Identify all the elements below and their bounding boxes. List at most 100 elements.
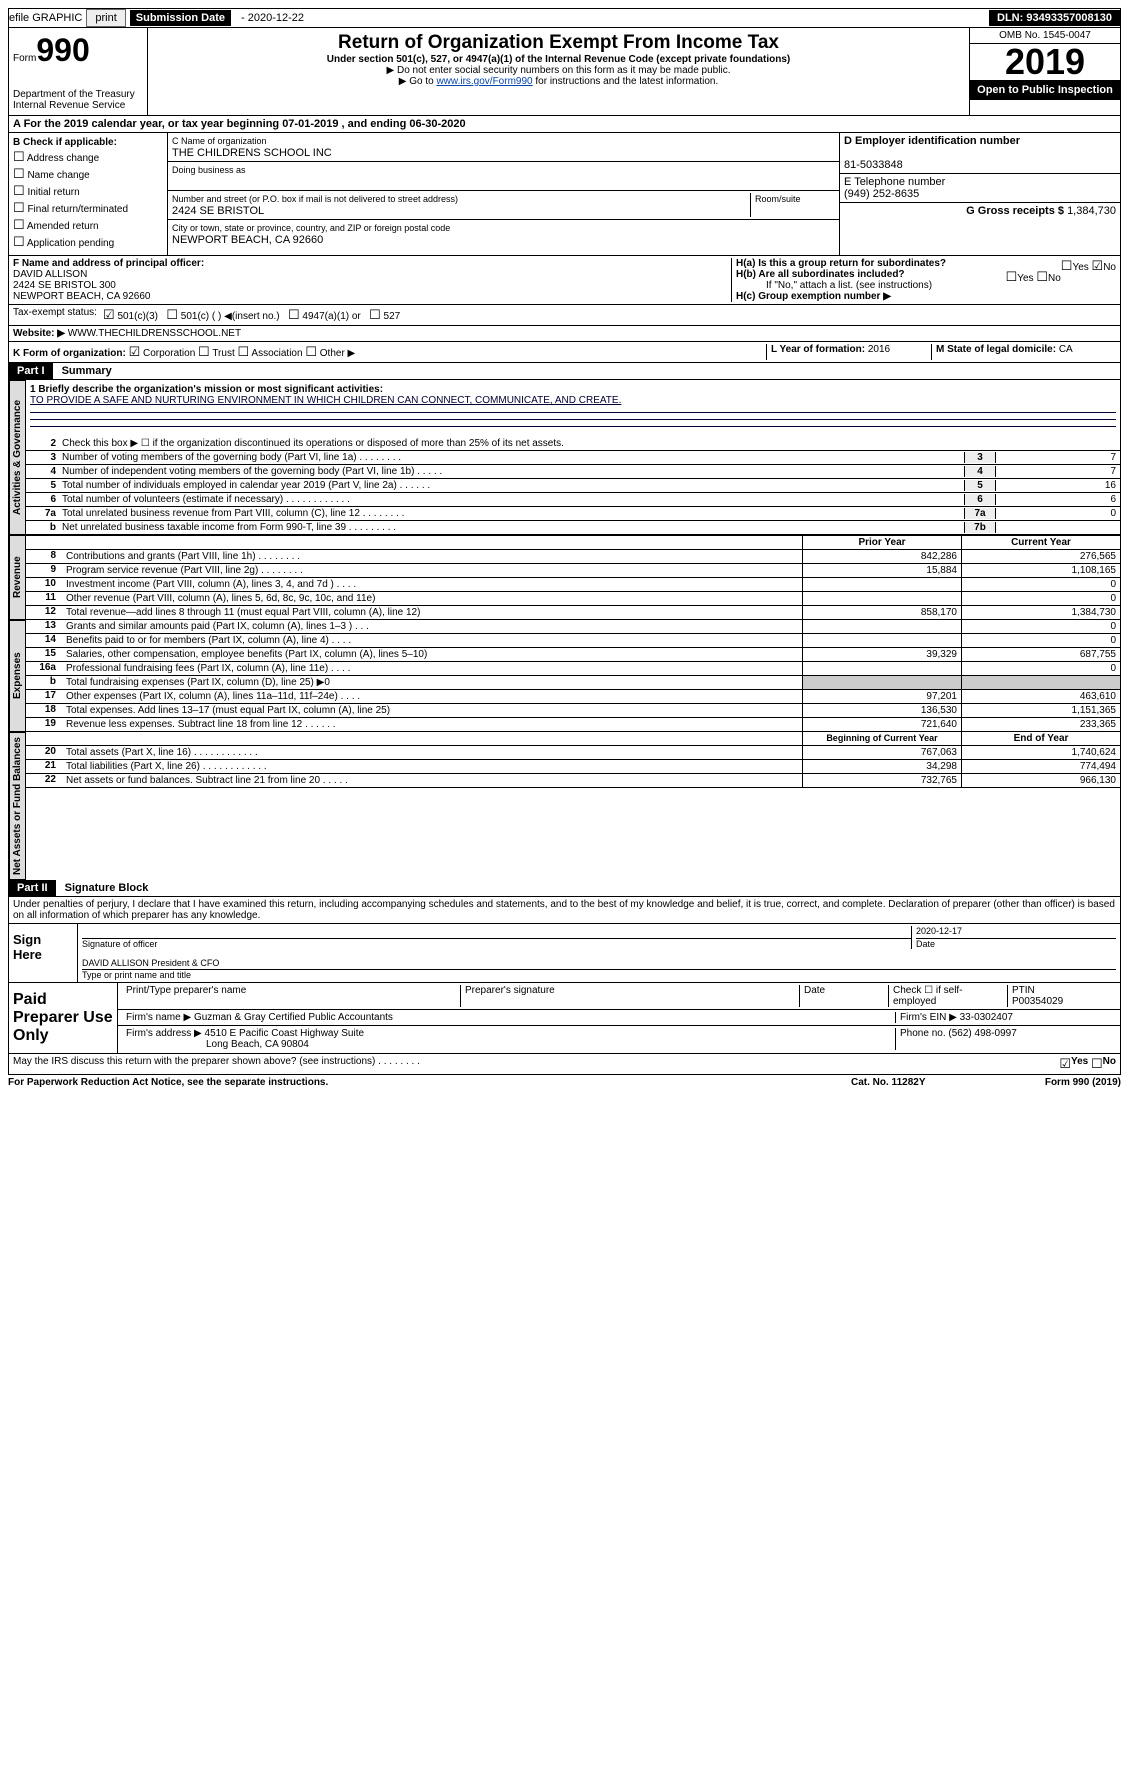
ha-no[interactable] [1092,262,1104,273]
form-header: Form990 Department of the Treasury Inter… [8,28,1121,116]
header-right: OMB No. 1545-0047 2019 Open to Public In… [970,28,1120,115]
tax-status-label: Tax-exempt status: [13,307,97,318]
summary-line: bNet unrelated business taxable income f… [26,521,1120,535]
curr-year-header: Current Year [961,536,1120,549]
amended-return-checkbox[interactable] [13,221,25,232]
vlabel-governance: Activities & Governance [9,380,26,535]
section-f-h: F Name and address of principal officer:… [8,256,1121,305]
ssn-note: ▶ Do not enter social security numbers o… [152,65,965,76]
ptin: P00354029 [1012,996,1063,1007]
end-year-header: End of Year [961,732,1120,745]
line-a: A For the 2019 calendar year, or tax yea… [8,116,1121,133]
phone: (949) 252-8635 [844,188,919,200]
addr-change-checkbox[interactable] [13,153,25,164]
box-d-right: D Employer identification number81-50338… [839,133,1120,255]
form-title: Return of Organization Exempt From Incom… [152,32,965,54]
initial-return-checkbox[interactable] [13,187,25,198]
state-domicile: CA [1059,344,1073,355]
efile-label: efile GRAPHIC [9,12,82,24]
table-row: 12Total revenue—add lines 8 through 11 (… [26,606,1120,620]
org-name: THE CHILDRENS SCHOOL INC [172,147,332,159]
dept-treasury: Department of the Treasury [13,89,143,100]
print-button[interactable]: print [86,9,125,27]
4947-checkbox[interactable] [288,311,300,322]
table-row: 14Benefits paid to or for members (Part … [26,634,1120,648]
discuss-no[interactable] [1091,1056,1103,1072]
firm-addr: 4510 E Pacific Coast Highway Suite [205,1028,365,1039]
table-row: 11Other revenue (Part VIII, column (A), … [26,592,1120,606]
beg-year-header: Beginning of Current Year [802,732,961,745]
form-990: 990 [36,32,89,68]
table-row: 22Net assets or fund balances. Subtract … [26,774,1120,788]
submission-date-label: Submission Date [130,10,231,26]
tax-year: 2019 [970,44,1120,80]
final-return-checkbox[interactable] [13,204,25,215]
part-i-header: Part I [9,363,53,379]
perjury-text: Under penalties of perjury, I declare th… [8,897,1121,923]
firm-name: Guzman & Gray Certified Public Accountan… [194,1012,393,1023]
mission-text: TO PROVIDE A SAFE AND NURTURING ENVIRONM… [30,395,621,406]
firm-phone: (562) 498-0997 [948,1028,1016,1039]
table-row: bTotal fundraising expenses (Part IX, co… [26,676,1120,690]
dln: DLN: 93493357008130 [989,10,1120,26]
app-pending-checkbox[interactable] [13,238,25,249]
summary-line: 6Total number of volunteers (estimate if… [26,493,1120,507]
form-footer: Form 990 (2019) [1001,1077,1121,1088]
org-city: NEWPORT BEACH, CA 92660 [172,234,323,246]
gross-receipts: 1,384,730 [1067,205,1116,217]
assoc-checkbox[interactable] [238,348,250,359]
goto-note: ▶ Go to www.irs.gov/Form990 for instruct… [152,76,965,87]
table-row: 13Grants and similar amounts paid (Part … [26,620,1120,634]
bottom-notice: For Paperwork Reduction Act Notice, see … [8,1075,1121,1090]
header-title-area: Return of Organization Exempt From Incom… [147,28,970,115]
527-checkbox[interactable] [369,311,381,322]
part-ii-title: Signature Block [59,880,155,896]
table-row: 19Revenue less expenses. Subtract line 1… [26,718,1120,732]
irs-link[interactable]: www.irs.gov/Form990 [436,76,532,87]
part-i-title: Summary [56,363,118,379]
summary-line: 7aTotal unrelated business revenue from … [26,507,1120,521]
part-ii-header: Part II [9,880,56,896]
vlabel-revenue: Revenue [9,535,26,620]
vlabel-expenses: Expenses [9,620,26,732]
corp-checkbox[interactable] [129,348,141,359]
sign-here-block: Sign Here Signature of officer 2020-12-1… [8,923,1121,983]
hb-no[interactable] [1036,273,1048,284]
vlabel-netassets: Net Assets or Fund Balances [9,732,26,880]
prior-year-header: Prior Year [802,536,961,549]
summary-line: 3Number of voting members of the governi… [26,451,1120,465]
trust-checkbox[interactable] [198,348,210,359]
paid-preparer-block: Paid Preparer Use Only Print/Type prepar… [8,983,1121,1054]
firm-ein: 33-0302407 [960,1012,1013,1023]
summary-line: 4Number of independent voting members of… [26,465,1120,479]
officer-name: DAVID ALLISON [13,269,87,280]
table-row: 17Other expenses (Part IX, column (A), l… [26,690,1120,704]
cat-no: Cat. No. 11282Y [851,1077,1001,1088]
hc-label: H(c) Group exemption number ▶ [736,291,891,302]
box-c: C Name of organizationTHE CHILDRENS SCHO… [168,133,839,255]
501c3-checkbox[interactable] [103,311,115,322]
sig-date: 2020-12-17 [916,926,962,936]
officer-sig-name: DAVID ALLISON President & CFO [82,958,219,968]
table-row: 16aProfessional fundraising fees (Part I… [26,662,1120,676]
open-public: Open to Public Inspection [970,80,1120,100]
submission-date: - 2020-12-22 [235,10,310,26]
discuss-yes[interactable] [1059,1056,1071,1072]
name-change-checkbox[interactable] [13,170,25,181]
ha-yes[interactable] [1061,262,1073,273]
form-number-box: Form990 Department of the Treasury Inter… [9,28,147,115]
ein: 81-5033848 [844,159,903,171]
table-row: 8Contributions and grants (Part VIII, li… [26,550,1120,564]
form-subtitle: Under section 501(c), 527, or 4947(a)(1)… [152,54,965,65]
website: WWW.THECHILDRENSSCHOOL.NET [68,328,241,339]
hb-yes[interactable] [1006,273,1018,284]
other-checkbox[interactable] [305,348,317,359]
top-bar: efile GRAPHIC print Submission Date - 20… [8,8,1121,28]
org-address: 2424 SE BRISTOL [172,205,264,217]
table-row: 15Salaries, other compensation, employee… [26,648,1120,662]
501c-other-checkbox[interactable] [166,311,178,322]
discuss-line: May the IRS discuss this return with the… [8,1054,1121,1075]
year-formation: 2016 [868,344,890,355]
table-row: 20Total assets (Part X, line 16) . . . .… [26,746,1120,760]
table-row: 9Program service revenue (Part VIII, lin… [26,564,1120,578]
